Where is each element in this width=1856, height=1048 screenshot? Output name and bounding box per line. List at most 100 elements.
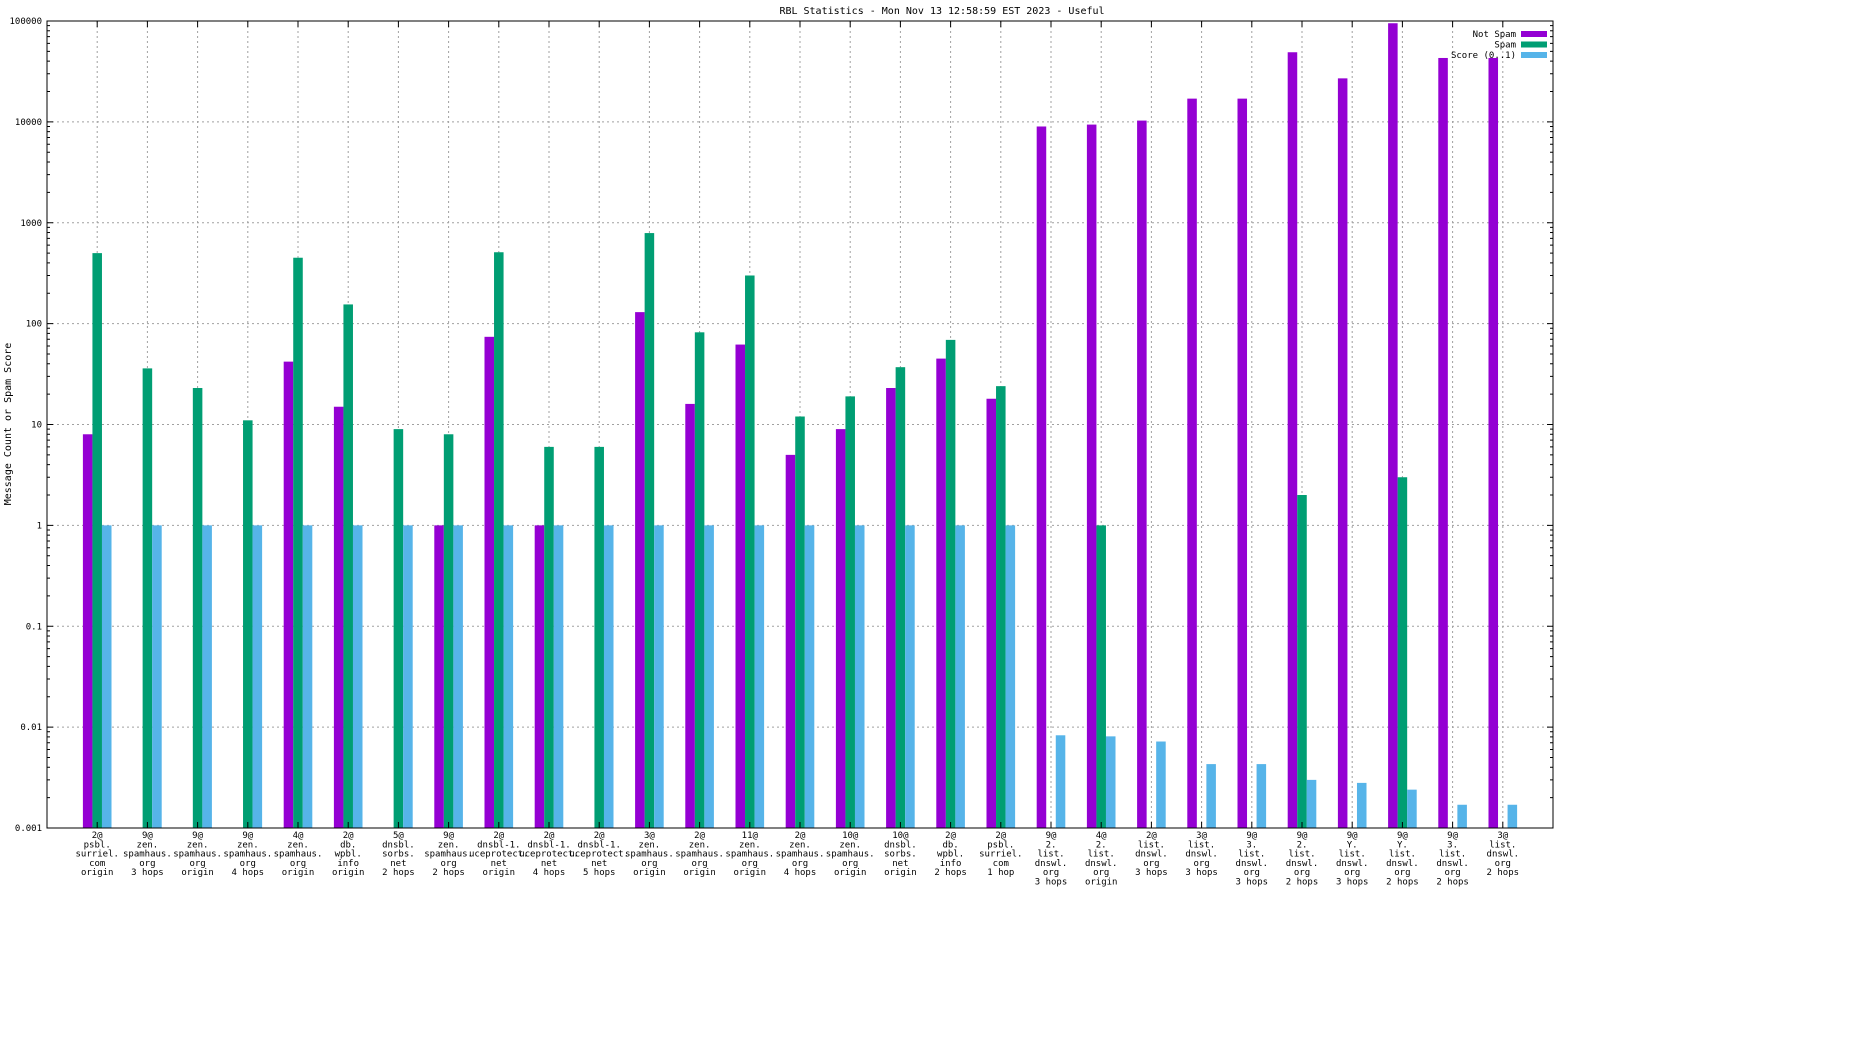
bar-not-spam <box>1438 57 1448 828</box>
bar-score-0-1 <box>804 525 815 828</box>
bar-spam <box>142 368 153 828</box>
bar-not-spam <box>1237 98 1248 828</box>
legend-label: Not Spam <box>1473 30 1516 40</box>
x-tick-label: 11@ zen. spamhaus. org origin <box>725 831 774 878</box>
x-tick-label: 9@ Y. list. dnswl. org 2 hops <box>1386 831 1419 888</box>
bar-spam <box>945 339 956 828</box>
x-tick-label: 9@ 2. list. dnswl. org 2 hops <box>1286 831 1319 888</box>
bar-not-spam <box>1036 126 1047 828</box>
x-tick-label: 2@ zen. spamhaus. org 4 hops <box>776 831 825 878</box>
bar-score-0-1 <box>1156 741 1166 828</box>
bar-not-spam <box>1337 78 1348 828</box>
bar-not-spam <box>936 358 946 828</box>
bar-not-spam <box>785 454 796 828</box>
bar-spam <box>694 332 705 828</box>
bar-score-0-1 <box>905 525 915 828</box>
bar-score-0-1 <box>1407 789 1417 828</box>
bar-spam <box>443 434 454 828</box>
bar-spam <box>393 429 404 828</box>
bar-score-0-1 <box>503 525 514 828</box>
bar-score-0-1 <box>1206 764 1216 828</box>
bar-spam <box>895 367 906 828</box>
x-tick-label: 9@ 3. list. dnswl. org 3 hops <box>1236 831 1269 888</box>
bar-score-0-1 <box>152 525 162 828</box>
bar-not-spam <box>434 525 444 828</box>
x-tick-label: 2@ dnsbl-1. uceprotect. net 5 hops <box>569 831 629 878</box>
bar-not-spam <box>1287 52 1298 829</box>
legend-swatch <box>1521 41 1547 48</box>
bar-spam <box>243 420 253 828</box>
bar-spam <box>1096 525 1106 828</box>
bar-score-0-1 <box>252 525 263 828</box>
bar-score-0-1 <box>1256 764 1267 828</box>
y-tick-label: 0.1 <box>26 622 42 632</box>
bar-not-spam <box>1137 120 1147 828</box>
bar-spam <box>1297 495 1307 828</box>
bar-spam <box>92 253 102 828</box>
y-tick-label: 0.01 <box>20 723 42 733</box>
y-tick-label: 10 <box>31 421 42 431</box>
x-tick-label: 2@ list. dnswl. org 3 hops <box>1135 831 1168 878</box>
bar-spam <box>745 275 755 829</box>
legend-swatch <box>1521 52 1547 58</box>
bar-not-spam <box>886 388 896 828</box>
x-tick-label: 10@ dnsbl. sorbs. net origin <box>884 831 917 878</box>
bar-not-spam <box>685 403 695 828</box>
x-tick-label: 2@ dnsbl-1. uceprotect. net 4 hops <box>519 831 579 878</box>
bar-score-0-1 <box>302 525 313 828</box>
x-tick-label: 4@ zen. spamhaus. org origin <box>274 831 323 878</box>
bar-spam <box>544 446 554 828</box>
bar-score-0-1 <box>1507 804 1518 828</box>
bar-not-spam <box>1086 124 1097 828</box>
bar-not-spam <box>986 398 997 828</box>
bar-not-spam <box>82 434 93 828</box>
x-tick-label: 2@ dnsbl-1. uceprotect. net origin <box>469 831 529 878</box>
bar-score-0-1 <box>1005 525 1016 828</box>
x-tick-label: 2@ psbl. surriel. com 1 hop <box>979 831 1022 878</box>
bar-not-spam <box>283 361 294 828</box>
y-tick-label: 10000 <box>15 118 42 128</box>
bar-score-0-1 <box>1105 736 1116 828</box>
legend-label: Score (0..1) <box>1451 51 1516 61</box>
bar-score-0-1 <box>654 525 664 828</box>
bar-spam <box>845 396 855 828</box>
x-tick-label: 10@ zen. spamhaus. org origin <box>826 831 875 878</box>
y-tick-label: 100000 <box>9 17 42 27</box>
chart-title: RBL Statistics - Mon Nov 13 12:58:59 EST… <box>779 6 1104 17</box>
bar-spam <box>192 388 203 828</box>
bar-not-spam <box>333 406 344 828</box>
bar-not-spam <box>1388 23 1398 828</box>
x-tick-label: 3@ zen. spamhaus. org origin <box>625 831 674 878</box>
bar-not-spam <box>1187 98 1197 828</box>
y-tick-label: 100 <box>26 320 42 330</box>
x-tick-label: 3@ list. dnswl. org 2 hops <box>1487 831 1520 878</box>
x-tick-label: 9@ zen. spamhaus. org 3 hops <box>123 831 172 878</box>
legend-label: Spam <box>1494 41 1516 51</box>
y-tick-label: 1 <box>37 521 42 531</box>
bars <box>82 23 1518 829</box>
y-tick-label: 1000 <box>20 219 42 229</box>
bar-not-spam <box>484 336 495 828</box>
bar-score-0-1 <box>101 525 112 828</box>
y-tick-label: 0.001 <box>15 824 42 834</box>
bar-not-spam <box>635 312 645 828</box>
x-tick-label: 2@ zen. spamhaus. org origin <box>675 831 724 878</box>
bar-score-0-1 <box>754 525 765 828</box>
bar-spam <box>343 304 353 828</box>
x-tick-label: 9@ 3. list. dnswl. org 2 hops <box>1436 831 1469 888</box>
bar-score-0-1 <box>553 525 564 828</box>
bar-score-0-1 <box>955 525 965 828</box>
bar-spam <box>1397 477 1408 828</box>
bar-score-0-1 <box>854 525 865 828</box>
x-tick-label: 4@ 2. list. dnswl. org origin <box>1085 831 1118 888</box>
bar-score-0-1 <box>352 525 363 828</box>
bar-score-0-1 <box>1306 779 1317 828</box>
bar-spam <box>594 446 604 828</box>
bar-score-0-1 <box>403 525 413 828</box>
x-tick-label: 3@ list. dnswl. org 3 hops <box>1185 831 1218 878</box>
bar-not-spam <box>534 525 545 828</box>
y-axis-label: Message Count or Spam Score <box>3 343 14 506</box>
